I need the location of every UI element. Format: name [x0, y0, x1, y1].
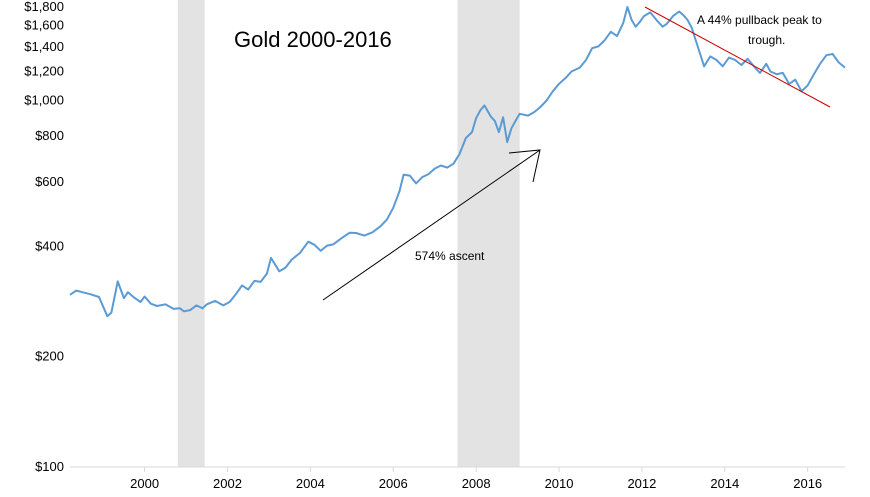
- x-tick-label: 2016: [793, 476, 822, 491]
- y-tick-label: $600: [35, 174, 64, 189]
- pullback-trend-line: [644, 6, 831, 108]
- x-axis: 2000 2002 2004 2006 2008 2010 2012 2014 2016: [70, 466, 845, 491]
- ascent-annotation: 574% ascent: [322, 149, 541, 301]
- x-tick-label: 2008: [462, 476, 491, 491]
- chart-title: Gold 2000-2016: [234, 27, 392, 52]
- x-tick-label: 2014: [710, 476, 739, 491]
- x-tick-label: 2010: [545, 476, 574, 491]
- recession-band: [177, 0, 205, 467]
- y-tick-label: $1,400: [24, 39, 64, 54]
- y-axis-ticks: $100 $200 $400 $600 $800 $1,000 $1,200 $1,400 $1…: [24, 0, 64, 474]
- recession-band: [457, 0, 520, 467]
- x-tick-label: 2006: [379, 476, 408, 491]
- y-tick-label: $1,800: [24, 0, 64, 14]
- y-tick-label: $400: [35, 238, 64, 253]
- ascent-arrow-line: [322, 149, 541, 301]
- ascent-arrow-head: [508, 149, 541, 183]
- y-tick-label: $1,200: [24, 64, 64, 79]
- recession-bands: [177, 0, 520, 467]
- y-tick-label: $200: [35, 349, 64, 364]
- x-tick-label: 2004: [296, 476, 325, 491]
- x-tick-label: 2000: [130, 476, 159, 491]
- x-tick-label: 2012: [627, 476, 656, 491]
- ascent-label: 574% ascent: [415, 249, 485, 263]
- y-tick-label: $800: [35, 128, 64, 143]
- y-tick-label: $100: [35, 459, 64, 474]
- x-tick-label: 2002: [213, 476, 242, 491]
- pullback-label-line2: trough.: [748, 33, 785, 47]
- gold-price-line: [69, 6, 846, 318]
- y-tick-label: $1,600: [24, 18, 64, 33]
- y-tick-label: $1,000: [24, 93, 64, 108]
- pullback-label-line1: A 44% pullback peak to: [697, 13, 822, 27]
- pullback-annotation: A 44% pullback peak to trough.: [644, 6, 831, 108]
